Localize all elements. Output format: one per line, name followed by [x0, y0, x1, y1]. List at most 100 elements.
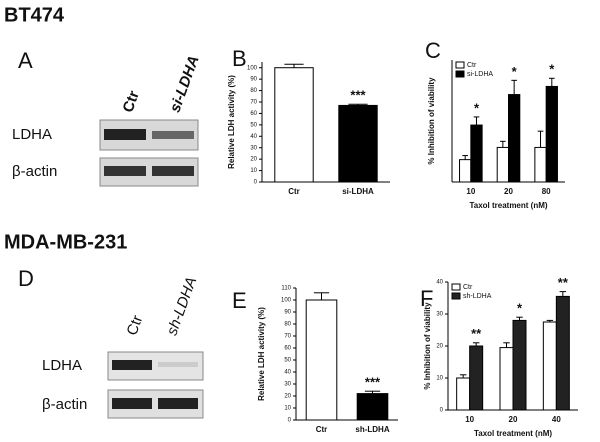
annotation: *: [512, 64, 518, 79]
row-label: LDHA: [42, 357, 82, 374]
y-axis-label: % Inhibition of viability: [423, 302, 432, 390]
x-axis-label: Taxol treatment (nM): [469, 201, 547, 210]
lane-label: Ctr: [120, 88, 143, 114]
y-tick-label: 50: [250, 122, 257, 128]
y-tick-label: 70: [250, 100, 257, 106]
bar: [499, 347, 514, 411]
x-tick-label: si-LDHA: [342, 187, 374, 196]
blot-band: [112, 398, 152, 409]
annotation: *: [517, 301, 523, 316]
blot-band: [152, 166, 194, 176]
panel-letter: B: [232, 46, 247, 71]
bar: [338, 104, 378, 183]
annotation: **: [558, 275, 569, 290]
legend-swatch: [451, 283, 461, 291]
x-tick-label: 20: [509, 415, 518, 424]
blot-band: [104, 129, 146, 140]
y-tick-label: 50: [284, 358, 291, 364]
bar: [469, 345, 484, 411]
y-tick-label: 20: [250, 157, 257, 163]
legend-label: Ctr: [467, 62, 477, 69]
y-tick-label: 60: [284, 346, 291, 352]
annotation: **: [471, 326, 482, 341]
y-axis-label: Relative LDH activity (%): [257, 307, 266, 401]
y-tick-label: 0: [440, 408, 444, 414]
bar: [470, 124, 483, 183]
y-tick-label: 90: [284, 310, 291, 316]
annotation: *: [474, 100, 480, 115]
legend-label: si-LDHA: [467, 71, 493, 78]
y-tick-label: 20: [436, 344, 443, 350]
annotation: ***: [350, 88, 366, 103]
row-label: β-actin: [12, 163, 57, 180]
y-tick-label: 20: [284, 394, 291, 400]
x-tick-label: Ctr: [288, 187, 300, 196]
x-tick-label: Ctr: [316, 425, 328, 434]
bar: [512, 319, 527, 411]
bar: [305, 299, 338, 421]
x-tick-label: sh-LDHA: [355, 425, 389, 434]
cell-line-title: BT474: [4, 4, 65, 26]
y-tick-label: 80: [250, 88, 257, 94]
panel-letter: A: [18, 48, 33, 73]
blot-band: [104, 166, 146, 176]
legend-swatch: [455, 70, 465, 78]
y-tick-label: 40: [436, 280, 443, 286]
lane-label: sh-LDHA: [164, 275, 201, 338]
row-label: LDHA: [12, 126, 52, 143]
y-tick-label: 10: [250, 168, 257, 174]
blot-band: [158, 398, 198, 409]
x-tick-label: 10: [465, 415, 474, 424]
bar: [555, 295, 570, 411]
y-tick-label: 90: [250, 77, 257, 83]
bar: [456, 377, 471, 411]
x-tick-label: 20: [504, 187, 513, 196]
legend-swatch: [451, 292, 461, 300]
panel-letter: C: [425, 38, 441, 63]
y-tick-label: 40: [250, 134, 257, 140]
y-tick-label: 80: [284, 322, 291, 328]
panel-letter: E: [232, 288, 247, 313]
y-tick-label: 110: [281, 286, 291, 292]
legend-label: sh-LDHA: [463, 293, 492, 300]
bar: [508, 94, 521, 183]
panel-letter: F: [420, 286, 433, 311]
blot-band: [158, 362, 198, 367]
annotation: *: [549, 62, 555, 77]
lane-label: si-LDHA: [167, 53, 203, 114]
y-tick-label: 10: [284, 406, 291, 412]
row-label: β-actin: [42, 396, 87, 413]
y-axis-label: Relative LDH activity (%): [227, 75, 236, 169]
bar: [274, 67, 314, 183]
panel-letter: D: [18, 266, 34, 291]
x-tick-label: 10: [466, 187, 475, 196]
y-axis-label: % Inhibition of viability: [427, 77, 436, 165]
y-tick-label: 0: [288, 418, 292, 424]
cell-line-title: MDA-MB-231: [4, 231, 127, 253]
bar: [534, 146, 547, 183]
lane-label: Ctr: [124, 313, 147, 338]
x-axis-label: Taxol treatment (nM): [474, 429, 552, 438]
annotation: ***: [365, 375, 381, 390]
y-tick-label: 0: [254, 180, 258, 186]
y-tick-label: 100: [247, 65, 258, 71]
x-tick-label: 80: [542, 187, 551, 196]
blot-band: [152, 131, 194, 139]
y-tick-label: 70: [284, 334, 291, 340]
x-tick-label: 40: [552, 415, 561, 424]
y-tick-label: 30: [436, 312, 443, 318]
y-tick-label: 10: [436, 376, 443, 382]
bar: [542, 321, 557, 411]
legend-swatch: [455, 61, 465, 69]
bar: [356, 393, 389, 421]
bar: [459, 159, 472, 183]
y-tick-label: 30: [250, 145, 257, 151]
y-tick-label: 30: [284, 382, 291, 388]
legend-label: Ctr: [463, 284, 473, 291]
bar: [545, 85, 558, 183]
blot-band: [112, 360, 152, 370]
bar: [496, 146, 510, 183]
y-tick-label: 40: [284, 370, 291, 376]
